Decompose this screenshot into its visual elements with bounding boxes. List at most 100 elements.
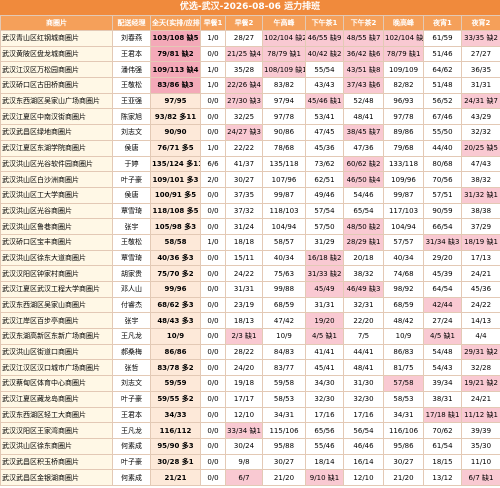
shift-cell: 0/0 bbox=[200, 312, 226, 330]
table-row: 武汉黄陂区盘龙城商圈片 王君本 79/81 缺2 0/0 21/25 缺4 78/79 缺… bbox=[0, 45, 500, 63]
shift-cell: 12/10 bbox=[343, 469, 384, 486]
column-header: 下午茶2 bbox=[343, 15, 384, 31]
shift-cell: 0/0 bbox=[200, 328, 226, 345]
shift-cell: 116/112 bbox=[150, 422, 201, 439]
shift-cell: 64/54 bbox=[423, 281, 462, 298]
shift-cell: 39/34 bbox=[423, 375, 462, 392]
shift-cell: 32/30 bbox=[343, 390, 384, 408]
shift-cell: 57/51 bbox=[423, 186, 462, 204]
shift-cell: 28/22 bbox=[225, 343, 263, 361]
shift-cell: 24/21 bbox=[461, 390, 500, 408]
shift-cell: 18/13 bbox=[225, 312, 263, 330]
shift-cell: 27/27 bbox=[461, 45, 500, 63]
shift-cell: 32/28 bbox=[461, 359, 500, 377]
shift-cell: 0/0 bbox=[200, 390, 226, 408]
shift-cell: 40/34 bbox=[383, 249, 424, 267]
shift-cell: 60/62 缺2 bbox=[343, 155, 384, 173]
shift-cell: 37/43 缺6 bbox=[343, 77, 384, 94]
manager-cell: 郝桑梅 bbox=[112, 343, 151, 361]
shift-cell: 61/54 bbox=[423, 437, 462, 455]
shift-cell: 18/14 bbox=[305, 453, 344, 471]
shift-cell: 31/34 缺3 bbox=[423, 233, 462, 251]
shift-cell: 70/56 bbox=[423, 171, 462, 188]
shift-cell: 32/32 bbox=[461, 124, 500, 141]
manager-cell: 付睿杰 bbox=[112, 296, 151, 314]
shift-cell: 81/75 bbox=[383, 359, 424, 377]
table-body: 武汉青山区红钢城商圈片 刘春燕 103/108 缺5 1/0 28/27 102/104 … bbox=[0, 30, 500, 486]
shift-cell: 68/62 多3 bbox=[150, 296, 201, 314]
shift-cell: 82/82 bbox=[383, 77, 424, 94]
shift-cell: 59/59 bbox=[150, 375, 201, 392]
shift-cell: 0/0 bbox=[200, 265, 226, 282]
manager-cell: 王君本 bbox=[112, 406, 151, 424]
shift-cell: 83/86 缺3 bbox=[150, 77, 201, 94]
shift-cell: 32/30 bbox=[305, 390, 344, 408]
table-row: 武汉洪山区工大学商圈片 侯唐 100/91 多5 0/0 37/35 99/87 49/46… bbox=[0, 186, 500, 204]
shift-cell: 83/77 bbox=[262, 359, 306, 377]
shift-cell: 24/27 缺3 bbox=[225, 124, 263, 141]
shift-cell: 18/18 bbox=[225, 233, 263, 251]
area-cell: 武汉汉阳区钟家村商圈片 bbox=[0, 265, 113, 282]
shift-cell: 103/108 缺5 bbox=[150, 30, 201, 47]
shift-cell: 38/31 bbox=[423, 390, 462, 408]
shift-cell: 30/27 bbox=[262, 453, 306, 471]
shift-cell: 4/4 bbox=[461, 328, 500, 345]
shift-cell: 4/5 缺1 bbox=[305, 328, 344, 345]
shift-cell: 17/16 bbox=[343, 406, 384, 424]
shift-cell: 102/104 缺2 bbox=[383, 30, 424, 47]
shift-cell: 37/29 bbox=[461, 218, 500, 235]
shift-cell: 78/79 缺1 bbox=[262, 45, 306, 63]
manager-cell: 刘志文 bbox=[112, 124, 151, 141]
shift-cell: 79/81 缺2 bbox=[150, 45, 201, 63]
shift-cell: 44/40 bbox=[423, 139, 462, 157]
shift-cell: 17/13 bbox=[461, 249, 500, 267]
area-cell: 武汉黄陂区盘龙城商圈片 bbox=[0, 45, 113, 63]
shift-cell: 15/11 bbox=[225, 249, 263, 267]
manager-cell: 何素成 bbox=[112, 469, 151, 486]
shift-cell: 16/14 bbox=[343, 453, 384, 471]
shift-cell: 36/35 bbox=[461, 61, 500, 79]
shift-cell: 1/0 bbox=[200, 61, 226, 79]
shift-cell: 65/56 bbox=[305, 422, 344, 439]
shift-cell: 0/0 bbox=[200, 359, 226, 377]
shift-cell: 107/96 bbox=[262, 171, 306, 188]
shift-cell: 20/25 缺5 bbox=[461, 139, 500, 157]
shift-cell: 31/30 bbox=[343, 375, 384, 392]
shift-cell: 21/25 缺4 bbox=[225, 45, 263, 63]
shift-cell: 4/5 缺1 bbox=[423, 328, 462, 345]
manager-cell: 王凡龙 bbox=[112, 422, 151, 439]
shift-cell: 35/30 bbox=[461, 437, 500, 455]
table-row: 武汉洪山区鲁巷商圈片 张宇 105/98 多3 0/0 31/24 104/94 57/50… bbox=[0, 218, 500, 235]
shift-cell: 58/53 bbox=[262, 390, 306, 408]
shift-cell: 78/68 bbox=[262, 139, 306, 157]
shift-cell: 51/48 bbox=[423, 77, 462, 94]
shift-cell: 0/0 bbox=[200, 296, 226, 314]
shift-cell: 86/83 bbox=[383, 343, 424, 361]
shift-cell: 115/106 bbox=[262, 422, 306, 439]
shift-cell: 6/7 bbox=[225, 469, 263, 486]
manager-cell: 潘伟强 bbox=[112, 61, 151, 79]
shift-cell: 109/113 缺4 bbox=[150, 61, 201, 79]
shift-cell: 27/30 缺3 bbox=[225, 92, 263, 110]
area-cell: 武汉硚口区古田桥商圈片 bbox=[0, 77, 113, 94]
shift-cell: 40/42 缺2 bbox=[305, 45, 344, 63]
shift-cell: 0/0 bbox=[200, 45, 226, 63]
shift-cell: 68/59 bbox=[383, 296, 424, 314]
shift-cell: 1/0 bbox=[200, 30, 226, 47]
shift-cell: 40/36 多3 bbox=[150, 249, 201, 267]
shift-cell: 57/58 bbox=[383, 375, 424, 392]
shift-cell: 0/0 bbox=[200, 406, 226, 424]
shift-cell: 43/43 bbox=[305, 77, 344, 94]
shift-cell: 0/0 bbox=[200, 453, 226, 471]
area-cell: 武汉江汉区万松园商圈片 bbox=[0, 61, 113, 79]
shift-cell: 83/78 多2 bbox=[150, 359, 201, 377]
shift-cell: 48/55 缺7 bbox=[343, 30, 384, 47]
shift-cell: 67/46 bbox=[423, 108, 462, 126]
shift-cell: 46/50 缺4 bbox=[343, 171, 384, 188]
table-row: 武汉东西湖区吴家山商圈片 付睿杰 68/62 多3 0/0 23/19 68/59 31/3… bbox=[0, 296, 500, 314]
shift-cell: 45/39 bbox=[423, 265, 462, 282]
table-row: 武汉江夏区藏龙岛商圈片 叶子豪 59/55 多2 0/0 17/17 58/53 32/30… bbox=[0, 390, 500, 408]
shift-cell: 0/0 bbox=[200, 218, 226, 235]
shift-cell: 45/46 缺1 bbox=[305, 92, 344, 110]
header-row: 商圈片 配送经理 全天(实排/应排) 早餐1 早餐2 午高峰 下午茶1 下午茶2 晚高峰 夜宵1 夜… bbox=[0, 15, 500, 31]
